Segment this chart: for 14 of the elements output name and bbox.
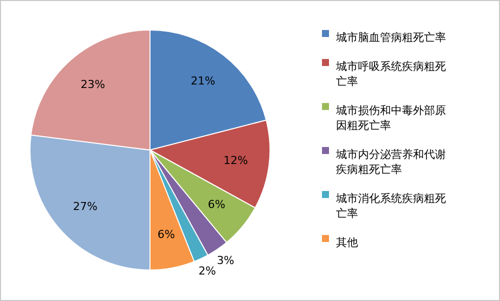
legend-label: 城市消化系统疾病粗死亡率 <box>335 192 446 220</box>
data-label: 3% <box>216 254 234 268</box>
legend-label: 城市内分泌营养和代谢疾病粗死亡率 <box>335 148 446 176</box>
data-label: 6% <box>157 228 175 241</box>
legend-label: 其他 <box>336 236 358 250</box>
data-label: 6% <box>208 198 226 212</box>
data-label: 27% <box>72 200 98 214</box>
data-label: 23% <box>80 78 106 92</box>
data-label: 12% <box>223 154 248 167</box>
data-label: 21% <box>190 74 216 88</box>
legend-label: 城市脑血管病粗死亡率 <box>335 31 446 44</box>
data-label: 2% <box>198 264 216 278</box>
legend-label: 城市呼吸系统疾病粗死亡率 <box>335 60 446 88</box>
legend-label: 城市损伤和中毒外部原因粗死亡率 <box>335 104 446 132</box>
